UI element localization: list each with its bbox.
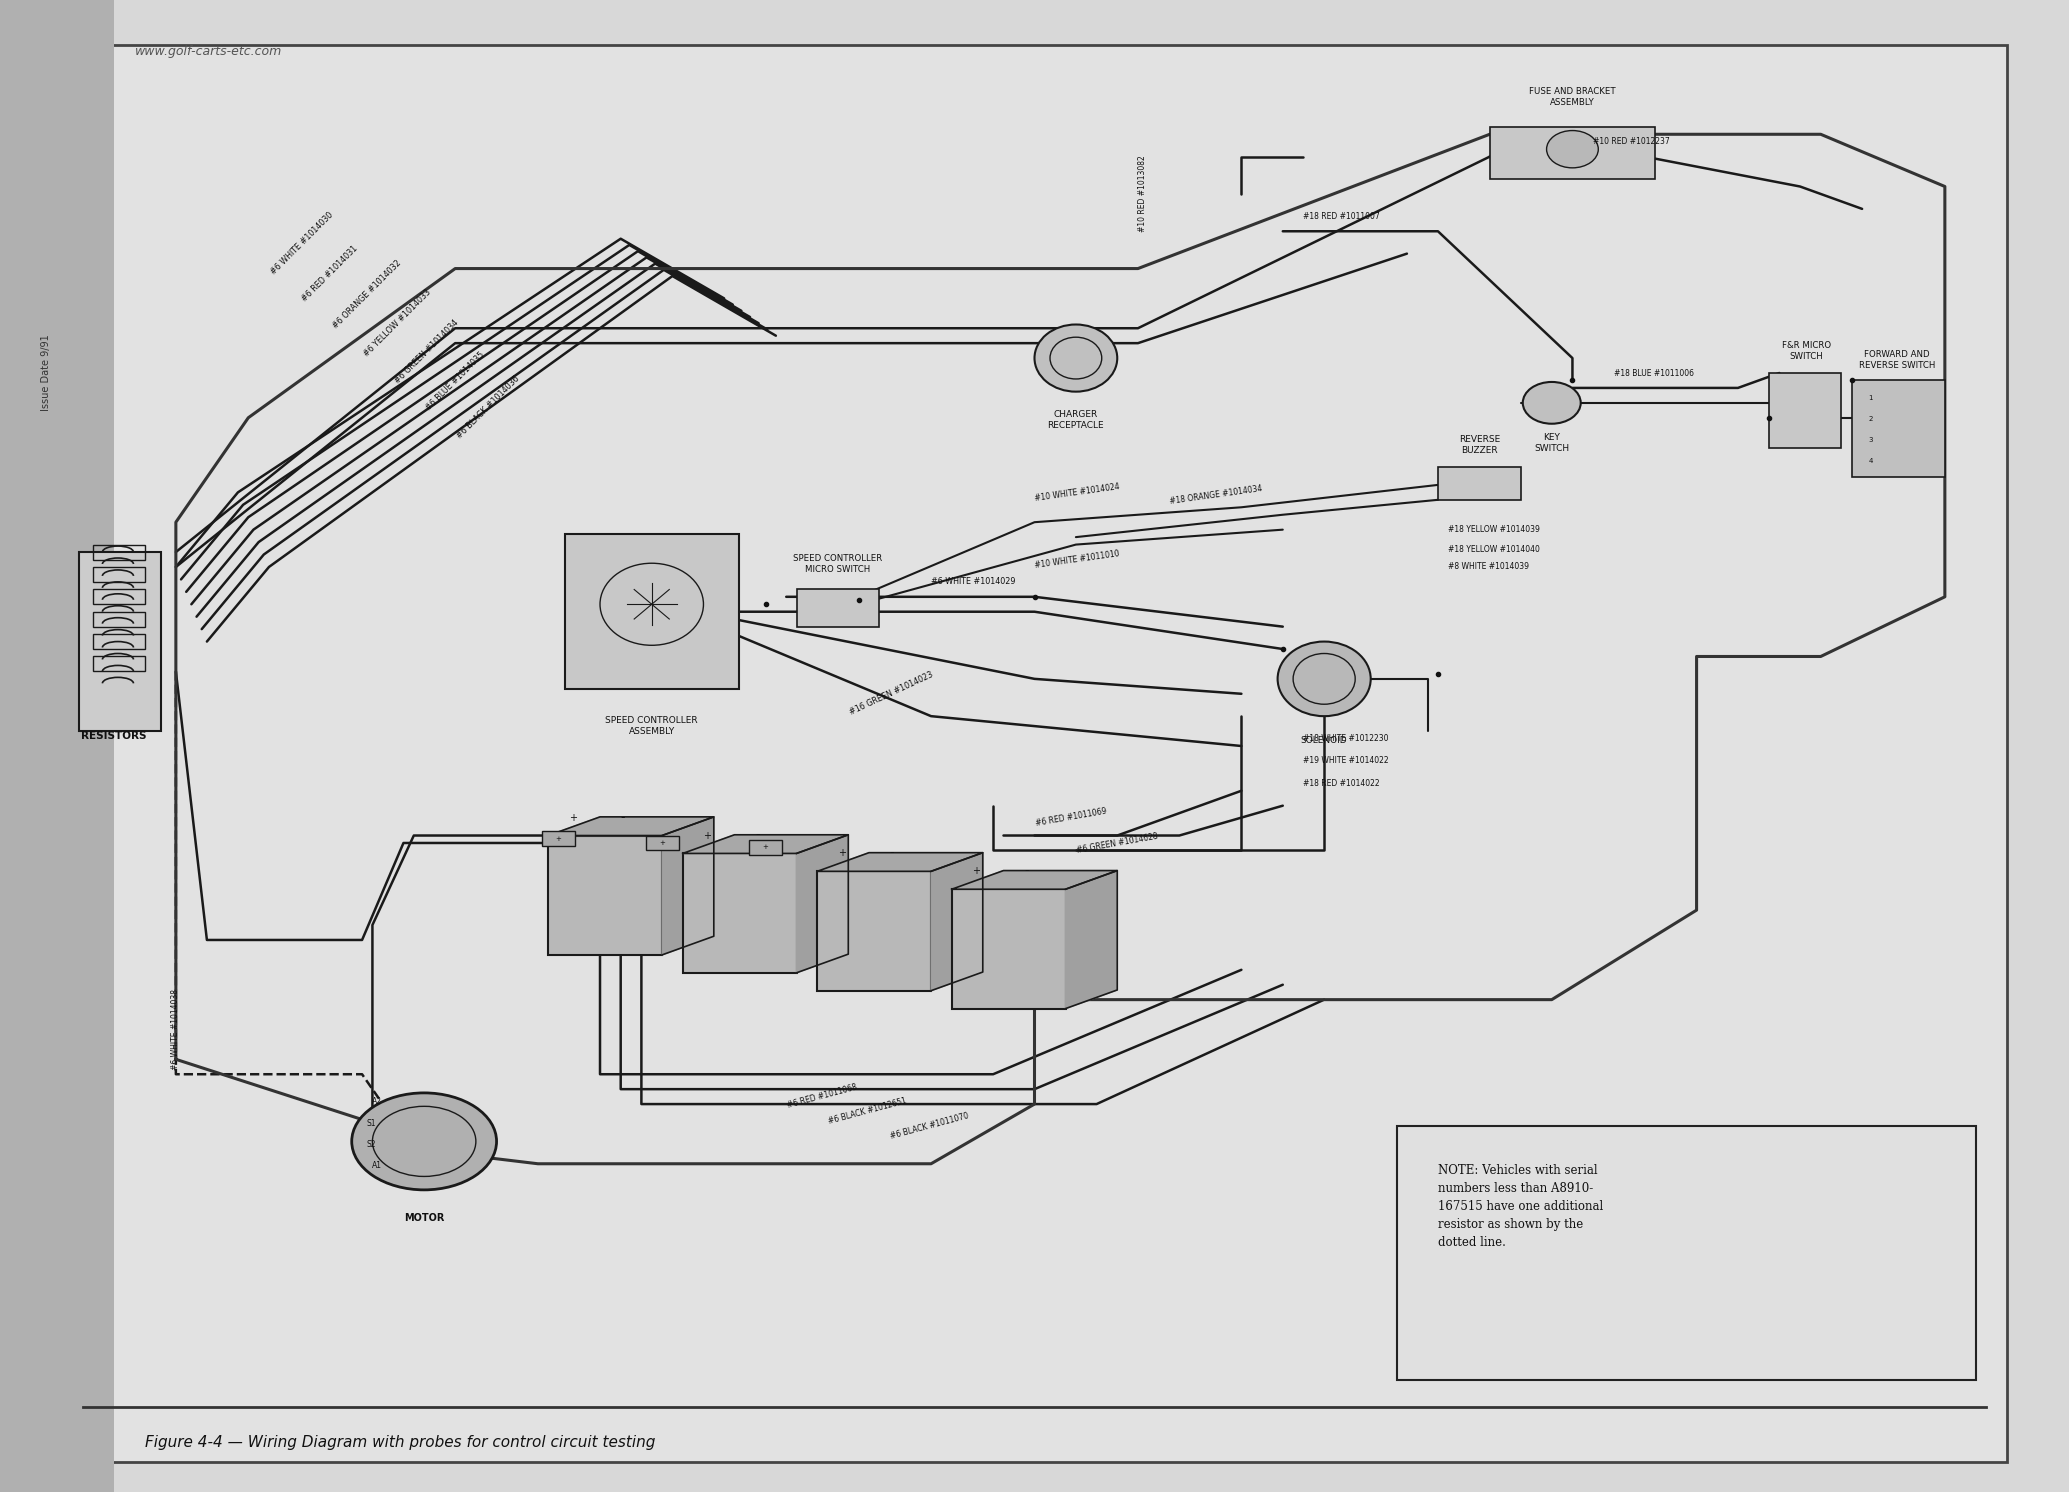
Ellipse shape [1034,325,1117,391]
Text: #6 GREEN #1014034: #6 GREEN #1014034 [393,318,461,385]
Bar [1769,373,1841,448]
Text: #19 WHITE #1014022: #19 WHITE #1014022 [1303,756,1388,765]
Text: #6 BLACK #1011070: #6 BLACK #1011070 [890,1112,970,1141]
FancyBboxPatch shape [565,534,739,689]
Text: SPEED CONTROLLER
MICRO SWITCH: SPEED CONTROLLER MICRO SWITCH [792,555,883,574]
Text: F&R MICRO
SWITCH: F&R MICRO SWITCH [1781,342,1831,361]
Text: CHARGER
RECEPTACLE: CHARGER RECEPTACLE [1047,410,1105,430]
Polygon shape [662,818,714,955]
Polygon shape [797,836,848,973]
Polygon shape [1066,870,1117,1009]
Text: #6 ORANGE #1014032: #6 ORANGE #1014032 [331,258,403,331]
Text: KEY
SWITCH: KEY SWITCH [1535,433,1568,452]
Text: SOLENOID: SOLENOID [1301,736,1347,745]
Bar [749,840,782,855]
Text: #16 GREEN #1014023: #16 GREEN #1014023 [848,670,935,718]
Polygon shape [548,818,714,836]
Text: #6 RED #1011068: #6 RED #1011068 [786,1083,859,1110]
Text: -: - [621,810,625,824]
Bar [93,634,145,649]
Text: S2: S2 [366,1140,377,1149]
Bar [646,836,679,850]
Bar [0,0,114,1492]
Text: -: - [755,828,759,841]
Text: #6 WHITE #1014030: #6 WHITE #1014030 [269,210,335,276]
Text: 4: 4 [1868,458,1872,464]
Ellipse shape [1279,642,1372,716]
Text: #18 YELLOW #1014039: #18 YELLOW #1014039 [1448,525,1539,534]
Text: +: + [569,813,577,822]
Text: #6 RED #1014031: #6 RED #1014031 [300,243,360,303]
Text: #6 YELLOW #1014033: #6 YELLOW #1014033 [362,288,432,358]
Bar [1852,380,1945,477]
Text: RESISTORS: RESISTORS [81,731,147,742]
Bar [952,889,1066,1009]
Bar [93,545,145,560]
Text: #18 RED #1011007: #18 RED #1011007 [1303,212,1380,221]
Text: -: - [890,846,894,859]
Bar [797,589,879,627]
Text: +: + [660,840,664,846]
Polygon shape [931,853,983,991]
Text: +: + [703,831,712,840]
Text: Issue Date 9/91: Issue Date 9/91 [41,334,50,412]
Bar [93,589,145,604]
Text: #18 WHITE #1012230: #18 WHITE #1012230 [1303,734,1388,743]
Bar [548,836,662,955]
Text: NOTE: Vehicles with serial
numbers less than A8910-
167515 have one additional
r: NOTE: Vehicles with serial numbers less … [1438,1164,1603,1249]
Text: #18 ORANGE #1014034: #18 ORANGE #1014034 [1169,485,1262,506]
Bar [1490,127,1655,179]
FancyBboxPatch shape [1397,1126,1976,1380]
Text: #6 BLACK #1014036: #6 BLACK #1014036 [455,374,521,440]
Text: #6 RED #1011069: #6 RED #1011069 [1034,807,1107,828]
Text: #6 WHITE #1014038: #6 WHITE #1014038 [172,989,180,1070]
Text: #8 WHITE #1014039: #8 WHITE #1014039 [1448,562,1529,571]
Text: #18 RED #1014022: #18 RED #1014022 [1303,779,1380,788]
Polygon shape [683,836,848,853]
Text: #18 YELLOW #1014040: #18 YELLOW #1014040 [1448,545,1539,554]
Text: #6 BLACK #1012651: #6 BLACK #1012651 [828,1097,908,1126]
Bar [1438,467,1521,500]
Text: #10 RED #1012237: #10 RED #1012237 [1593,137,1670,146]
Text: #6 WHITE #1014029: #6 WHITE #1014029 [931,577,1016,586]
Bar [817,871,931,991]
Text: REVERSE
BUZZER: REVERSE BUZZER [1459,436,1500,455]
Text: +: + [763,844,768,850]
Text: FORWARD AND
REVERSE SWITCH: FORWARD AND REVERSE SWITCH [1860,351,1935,370]
Text: MOTOR: MOTOR [403,1213,445,1223]
Text: S1: S1 [366,1119,377,1128]
Bar [683,853,797,973]
Text: www.golf-carts-etc.com: www.golf-carts-etc.com [134,45,281,58]
Bar [93,656,145,671]
Text: FUSE AND BRACKET
ASSEMBLY: FUSE AND BRACKET ASSEMBLY [1529,88,1616,107]
Text: #10 RED #1013082: #10 RED #1013082 [1138,155,1146,233]
Text: #10 WHITE #1014024: #10 WHITE #1014024 [1034,482,1121,503]
Text: #18 BLUE #1011006: #18 BLUE #1011006 [1614,369,1695,377]
Ellipse shape [352,1092,497,1191]
Text: SPEED CONTROLLER
ASSEMBLY: SPEED CONTROLLER ASSEMBLY [606,716,697,736]
Text: +: + [972,867,981,876]
Text: Figure 4-4 — Wiring Diagram with probes for control circuit testing: Figure 4-4 — Wiring Diagram with probes … [145,1435,656,1450]
Text: A1: A1 [372,1161,383,1170]
Polygon shape [817,853,983,871]
Text: #10 WHITE #1011010: #10 WHITE #1011010 [1034,549,1121,570]
Text: 3: 3 [1868,437,1872,443]
Polygon shape [952,870,1117,889]
Bar [93,567,145,582]
Text: +: + [557,836,561,841]
Text: 2: 2 [1868,416,1872,422]
Bar [79,552,161,731]
Ellipse shape [1548,130,1597,169]
Text: #6 BLUE #1014035: #6 BLUE #1014035 [424,351,486,413]
Bar [542,831,575,846]
Text: 1: 1 [1868,395,1872,401]
Bar [93,612,145,627]
Text: -: - [1024,864,1028,877]
Text: #6 GREEN #1014628: #6 GREEN #1014628 [1076,831,1159,855]
Ellipse shape [1523,382,1581,424]
Text: A2: A2 [372,1097,383,1106]
Text: +: + [838,849,846,858]
